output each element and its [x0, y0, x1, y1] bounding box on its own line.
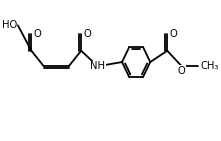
Text: CH₃: CH₃ [200, 61, 218, 71]
Text: HO: HO [2, 20, 17, 30]
Text: O: O [33, 29, 41, 39]
Text: O: O [169, 29, 177, 39]
Text: NH: NH [90, 61, 105, 71]
Text: O: O [83, 29, 91, 39]
Text: O: O [178, 66, 186, 75]
